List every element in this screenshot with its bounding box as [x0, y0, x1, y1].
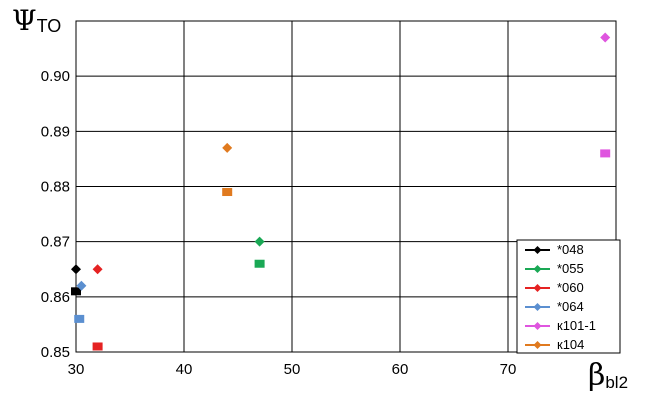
y-tick-label: 0.89: [41, 123, 70, 140]
y-tick-label: 0.90: [41, 68, 70, 85]
legend-label: *064: [557, 299, 584, 314]
square-marker-*048: [71, 287, 81, 296]
diamond-marker-к101-1: [600, 32, 611, 43]
y-tick-label: 0.87: [41, 234, 70, 251]
y-axis-tick-labels: 0.85 0.86 0.87 0.88 0.89 0.90: [41, 68, 70, 361]
square-marker-*055: [254, 259, 265, 268]
legend-marker-*048: [533, 246, 542, 254]
x-tick-label: 60: [392, 361, 409, 378]
legend-label: *048: [557, 242, 584, 257]
y-axis-label: ΨTO: [12, 4, 61, 37]
legend-marker-к101-1: [533, 322, 542, 330]
diamond-marker-*064: [76, 280, 87, 291]
x-tick-label: 70: [500, 361, 517, 378]
x-tick-label: 30: [68, 361, 85, 378]
x-axis-tick-labels: 30 40 50 60 70: [68, 361, 517, 378]
diamond-marker-*048: [71, 264, 81, 275]
legend-box: [516, 239, 621, 354]
y-tick-label: 0.85: [41, 344, 70, 361]
legend-marker-*060: [533, 284, 542, 292]
square-marker-к104: [222, 188, 233, 197]
legend-label: *055: [557, 261, 584, 276]
x-tick-label: 40: [176, 361, 193, 378]
legend-label: к101-1: [557, 318, 596, 333]
legend-label: к104: [557, 337, 584, 352]
y-axis-label-sub: TO: [37, 16, 62, 36]
square-marker-*064: [74, 314, 85, 323]
square-marker-*060: [92, 342, 103, 351]
legend: *048 *055 *060 *064 к101-1 к104: [516, 239, 621, 354]
diamond-marker-*060: [92, 264, 103, 275]
legend-marker-к104: [533, 341, 542, 349]
diamond-marker-к104: [222, 142, 233, 153]
data-points: [71, 32, 611, 351]
y-tick-label: 0.88: [41, 179, 70, 196]
diamond-marker-*055: [254, 236, 265, 247]
x-tick-label: 50: [284, 361, 301, 378]
legend-label: *060: [557, 280, 584, 295]
x-axis-label-sub: bl2: [605, 373, 628, 392]
legend-marker-*055: [533, 265, 542, 273]
y-tick-label: 0.86: [41, 289, 70, 306]
y-axis-label-main: Ψ: [12, 4, 37, 37]
square-marker-к101-1: [600, 149, 611, 158]
x-axis-label-main: β: [588, 358, 605, 393]
x-axis-label: βbl2: [588, 358, 628, 393]
legend-marker-*064: [533, 303, 542, 311]
